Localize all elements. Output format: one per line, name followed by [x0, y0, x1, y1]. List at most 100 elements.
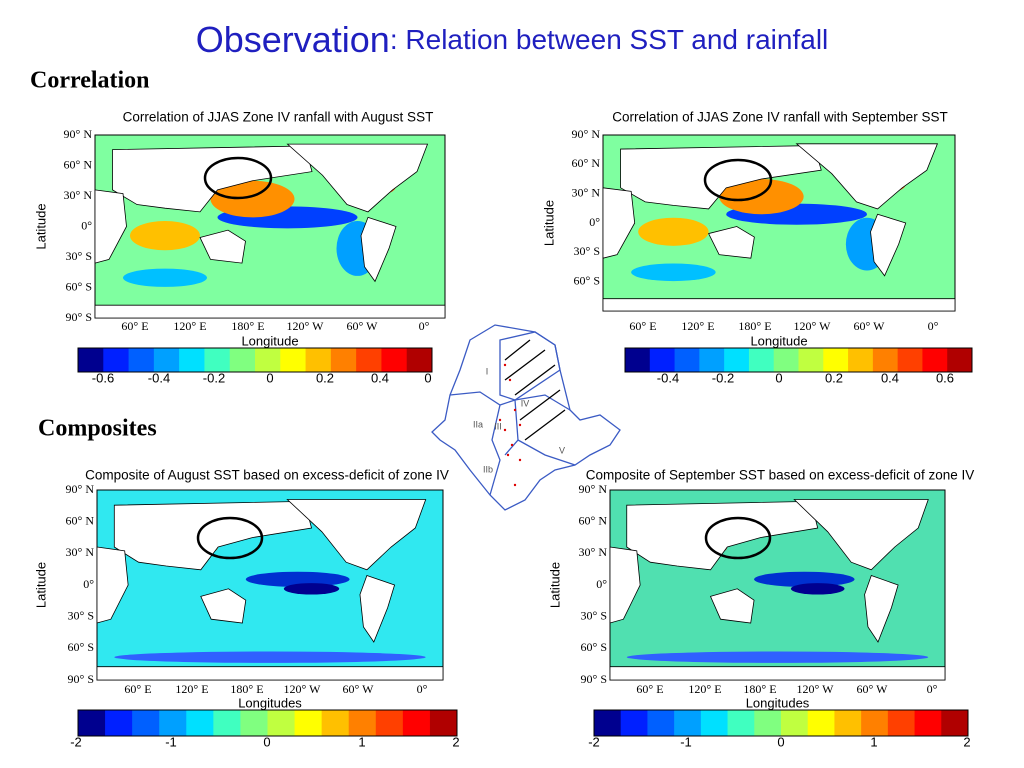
region-label: IIa — [473, 419, 483, 429]
land — [286, 143, 429, 213]
colorbar-segment — [240, 710, 268, 736]
colorbar-segment — [132, 710, 160, 736]
x-axis-label: Longitudes — [238, 695, 302, 710]
zone-iv — [499, 331, 561, 401]
colorbar-segment — [267, 710, 296, 736]
colorbar-segment — [922, 348, 948, 372]
land — [709, 588, 755, 624]
y-axis-label: Latitude — [33, 203, 48, 249]
colorbar-tick-label: -0.2 — [712, 370, 734, 385]
field-blob — [245, 571, 350, 587]
lon-tick-label: 120° W — [287, 319, 325, 333]
map-panel: Composite of September SST based on exce… — [547, 468, 974, 750]
colorbar-tick-label: 2 — [963, 734, 970, 749]
y-axis-label: Latitude — [541, 200, 556, 246]
colorbar-segment — [914, 710, 942, 736]
lat-tick-label: 60° S — [66, 279, 92, 293]
colorbar-tick-label: 0 — [266, 370, 273, 385]
colorbar-tick-label: -1 — [165, 734, 177, 749]
lon-tick-label: 60° E — [124, 682, 151, 696]
colorbar-tick-label: 0 — [424, 370, 431, 385]
colorbar-tick-label: 2 — [452, 734, 459, 749]
colorbar-segment — [255, 348, 281, 372]
colorbar-segment — [861, 710, 889, 736]
colorbar-segment — [781, 710, 809, 736]
field-blob — [210, 180, 295, 218]
x-axis-label: Longitudes — [746, 695, 810, 710]
lat-tick-label: 30° S — [581, 608, 607, 622]
lon-tick-label: 60° E — [629, 319, 656, 333]
colorbar-segment — [625, 348, 651, 372]
colorbar-tick-label: -1 — [680, 734, 692, 749]
colorbar-segment — [179, 348, 205, 372]
field-blob — [130, 221, 200, 251]
colorbar-segment — [375, 710, 404, 736]
lon-tick-label: 120° E — [173, 319, 206, 333]
colorbar-frame — [77, 347, 433, 373]
panel-title: Correlation of JJAS Zone IV ranfall with… — [123, 110, 434, 125]
region-label: IV — [521, 398, 530, 408]
colorbar-segment — [128, 348, 155, 372]
colorbar-segment — [294, 710, 323, 736]
colorbar-tick-label: 0.2 — [316, 370, 334, 385]
colorbar-segment — [700, 710, 729, 736]
lat-tick-label: 90° S — [66, 310, 92, 324]
lat-tick-label: 30° N — [579, 545, 608, 559]
colorbar-tick-label: 0.6 — [936, 370, 954, 385]
station-dot — [513, 483, 517, 487]
colorbar-segment — [186, 710, 214, 736]
colorbar-tick-label: -0.6 — [92, 370, 114, 385]
land — [200, 588, 247, 624]
colorbar-segment — [402, 710, 431, 736]
station-dot — [503, 428, 507, 432]
region-label: IIb — [483, 464, 493, 474]
land — [609, 546, 641, 624]
map-panel: Correlation of JJAS Zone IV ranfall with… — [33, 110, 446, 385]
colorbar-segment — [381, 348, 408, 372]
lon-tick-label: 60° E — [636, 682, 663, 696]
land — [602, 187, 636, 259]
colorbar-tick-label: 0 — [775, 370, 782, 385]
title-main: Observation — [196, 19, 390, 60]
land — [602, 298, 956, 312]
colorbar-tick-label: 1 — [870, 734, 877, 749]
colorbar-segment — [213, 710, 241, 736]
region-label: I — [486, 366, 489, 376]
lon-tick-label: 60° W — [854, 319, 886, 333]
colorbar-segment — [594, 710, 622, 736]
lat-tick-label: 30° S — [66, 249, 92, 263]
colorbar-segment — [78, 348, 104, 372]
section-label: Correlation — [30, 68, 150, 94]
lon-tick-label: 0° — [928, 319, 939, 333]
field-blob — [123, 268, 207, 287]
colorbar-segment — [647, 710, 675, 736]
lat-tick-label: 60° S — [581, 640, 607, 654]
highlight-circle — [703, 158, 773, 202]
station-dot — [503, 363, 507, 367]
colorbar-segment — [305, 348, 332, 372]
field-blob — [754, 571, 855, 587]
lat-tick-label: 90° N — [572, 127, 601, 141]
region-label: III — [494, 421, 502, 431]
field-blob — [626, 651, 929, 663]
y-axis-label: Latitude — [33, 562, 48, 608]
lon-tick-label: 120° W — [284, 682, 322, 696]
colorbar-segment — [204, 348, 231, 372]
land — [96, 546, 129, 624]
lon-tick-label: 120° W — [794, 319, 832, 333]
colorbar-segment — [773, 348, 799, 372]
map-panel: Composite of August SST based on excess-… — [33, 468, 459, 750]
lat-tick-label: 60° S — [68, 640, 94, 654]
lat-tick-label: 90° N — [64, 127, 93, 141]
panel-title: Composite of August SST based on excess-… — [85, 468, 449, 483]
colorbar-segment — [406, 348, 433, 372]
colorbar-frame — [77, 709, 458, 737]
station-dot — [518, 423, 522, 427]
lon-tick-label: 120° E — [681, 319, 714, 333]
section-label: Composites — [38, 416, 157, 442]
colorbar-tick-label: -0.4 — [657, 370, 679, 385]
colorbar-segment — [330, 348, 357, 372]
colorbar-segment — [356, 348, 382, 372]
land — [870, 213, 907, 277]
